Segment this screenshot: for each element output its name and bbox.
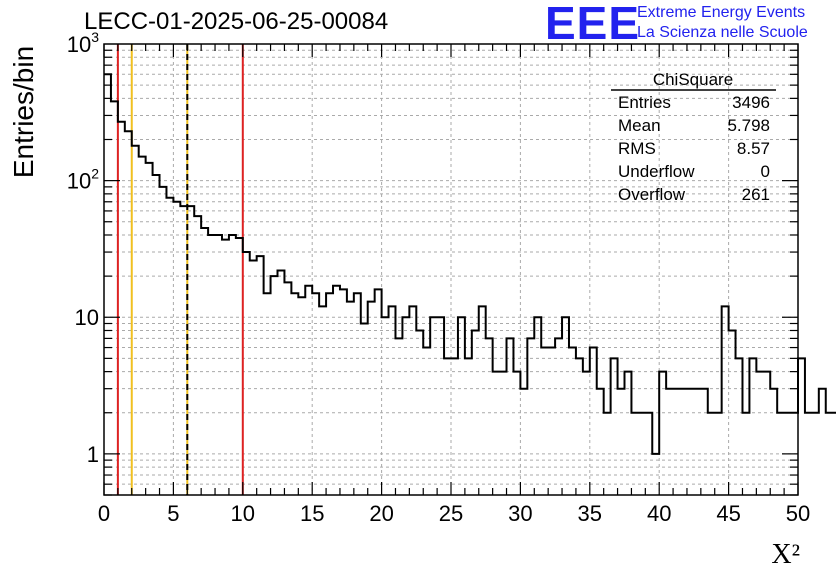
logo-line2: La Scienza nelle Scuole	[637, 24, 808, 41]
x-tick-label: 40	[647, 501, 671, 526]
stats-box: ChiSquare Entries 3496 Mean 5.798 RMS 8.57 Und…	[611, 70, 776, 204]
x-tick-label: 20	[369, 501, 393, 526]
x-tick-label: 15	[300, 501, 324, 526]
x-tick-label: 30	[508, 501, 532, 526]
chart-title: LECC-01-2025-06-25-00084	[84, 8, 389, 35]
threshold-lines	[116, 44, 244, 495]
stats-label: Overflow	[618, 185, 686, 204]
stats-value: 261	[742, 185, 770, 204]
x-tick-label: 5	[167, 501, 179, 526]
stats-value: 3496	[732, 93, 770, 112]
y-tick-label: 1	[87, 442, 99, 467]
stats-value: 5.798	[727, 116, 770, 135]
stats-label: Entries	[618, 93, 671, 112]
x-tick-label: 10	[231, 501, 255, 526]
axis-ticks	[103, 44, 799, 496]
y-tick-label: 10	[75, 305, 99, 330]
stats-label: RMS	[618, 139, 656, 158]
stats-value: 8.57	[737, 139, 770, 158]
histogram-series	[104, 73, 836, 455]
y-axis-label: Entries/bin	[8, 46, 39, 178]
logo-line1: Extreme Energy Events	[637, 4, 806, 21]
x-tick-labels: 0 5 10 15 20 25 30 35 40 45 50	[98, 501, 810, 526]
stats-rows: Entries 3496 Mean 5.798 RMS 8.57 Underflow 0 Ove…	[618, 93, 770, 204]
x-axis-label: X²	[771, 539, 800, 570]
x-tick-label: 35	[578, 501, 602, 526]
y-tick-label: 103	[67, 29, 99, 57]
stats-label: Underflow	[618, 162, 695, 181]
stats-value: 0	[761, 162, 770, 181]
stats-title: ChiSquare	[653, 70, 733, 89]
x-tick-label: 45	[716, 501, 740, 526]
x-tick-label: 0	[98, 501, 110, 526]
y-tick-label: 102	[67, 166, 99, 194]
x-tick-label: 25	[439, 501, 463, 526]
x-tick-label: 50	[786, 501, 810, 526]
stats-label: Mean	[618, 116, 661, 135]
logo-mark: EEE	[545, 0, 641, 49]
grid	[104, 44, 798, 495]
y-tick-labels: 1 10 102 103	[67, 29, 99, 467]
